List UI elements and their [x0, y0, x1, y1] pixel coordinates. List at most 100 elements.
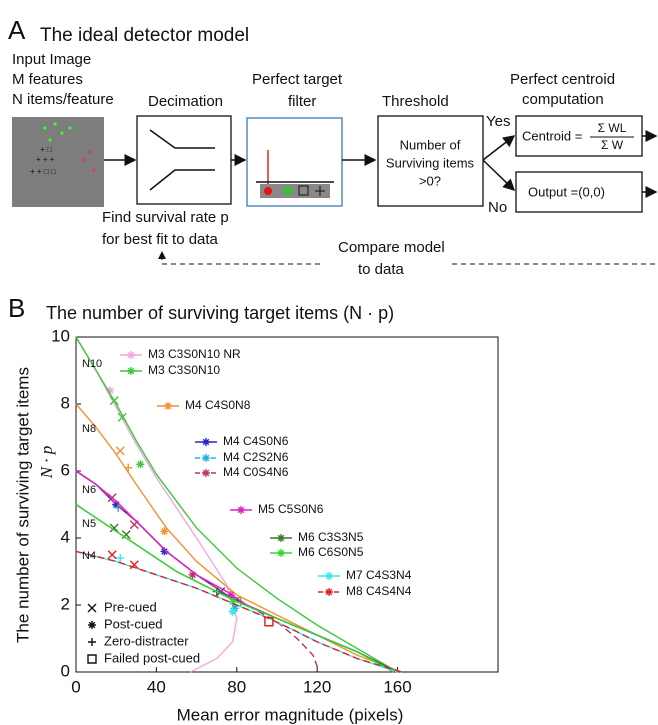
panel-title: The ideal detector model [40, 25, 249, 46]
marker [109, 396, 119, 406]
x-tick-label: 120 [303, 677, 331, 696]
note-text: for best fit to data [102, 231, 219, 248]
legend-marker [202, 469, 210, 477]
symbol-legend-label: Failed post-cued [104, 650, 200, 665]
box-text: Centroid = [522, 128, 582, 143]
series-line [75, 336, 398, 673]
legend-marker [325, 572, 333, 580]
filter-box [246, 117, 343, 207]
marker [124, 463, 133, 472]
symbol-legend-label: Post-cued [104, 616, 163, 631]
symbol-legend-marker [87, 603, 97, 613]
marker [226, 590, 235, 599]
chart-title: The number of surviving target items (N … [46, 303, 394, 323]
box-text: Σ W [601, 138, 624, 152]
annotation: N6 [82, 484, 96, 496]
input-text: N items/feature [12, 91, 114, 108]
marker [160, 547, 169, 556]
step-label: filter [288, 93, 316, 110]
legend-marker [202, 438, 210, 446]
input-image: + + + + + □ □ + □ [12, 117, 104, 207]
marker [188, 570, 197, 579]
marker [117, 412, 127, 422]
step-label: computation [522, 91, 604, 108]
marker [160, 527, 169, 536]
input-text: M features [12, 71, 83, 88]
x-axis-label: Mean error magnitude (pixels) [177, 705, 404, 724]
decimation-box [136, 115, 232, 205]
output-box [515, 171, 643, 213]
y-tick-label: 10 [51, 326, 70, 345]
marker [264, 617, 274, 627]
marker [129, 560, 139, 570]
legend-marker [164, 402, 172, 410]
legend-marker [202, 454, 210, 462]
centroid-box [515, 115, 643, 157]
marker [116, 554, 125, 563]
symbol-legend-marker [88, 638, 96, 646]
legend-label: M3 C3S0N10 NR [148, 347, 241, 361]
y-tick-label: 4 [61, 527, 70, 546]
series-line [75, 403, 402, 673]
legend-label: M7 C4S3N4 [346, 568, 412, 582]
marker [107, 550, 117, 560]
branch-label: Yes [486, 113, 510, 130]
marker [228, 597, 237, 606]
marker [109, 523, 119, 533]
y-tick-label: 6 [61, 460, 70, 479]
panel-letter: A [8, 15, 26, 45]
annotation: N10 [82, 358, 102, 370]
legend-label: M6 C3S3N5 [298, 530, 364, 544]
y-axis-label: The number of surviving target items [13, 367, 32, 643]
marker [136, 460, 145, 469]
input-text: Input Image [12, 51, 91, 68]
y-tick-label: 8 [61, 393, 70, 412]
legend-marker [325, 588, 333, 596]
legend-label: M4 C4S0N6 [223, 434, 289, 448]
box-text: Output =(0,0) [528, 184, 605, 199]
x-tick-label: 80 [227, 677, 246, 696]
legend-label: M4 C0S4N6 [223, 465, 289, 479]
svg-text:+ + +: + + + [36, 155, 55, 164]
note-text: Find survival rate p [102, 209, 229, 226]
box-text: Σ WL [598, 121, 627, 135]
svg-text:+ + □ □: + + □ □ [30, 167, 56, 176]
legend-marker [277, 549, 285, 557]
annotation: N5 [82, 518, 96, 530]
series-line [75, 336, 238, 673]
y-tick-label: 0 [61, 661, 70, 680]
marker [121, 530, 131, 540]
series-line [75, 503, 394, 673]
step-label: Perfect target [252, 71, 343, 88]
x-tick-label: 0 [71, 677, 80, 696]
legend-marker [127, 367, 135, 375]
plot: 0 40 80 120 160 0 2 4 6 8 10 M3 C3S0N10 NR M3 C3S0N1… [51, 326, 499, 696]
legend-label: M6 C6S0N5 [298, 545, 364, 559]
step-label: Threshold [382, 93, 449, 110]
annotation: N8 [82, 423, 96, 435]
step-label: Decimation [148, 93, 223, 110]
symbol-legend-label: Zero-distracter [104, 633, 189, 648]
marker [228, 607, 237, 616]
legend-marker [127, 351, 135, 359]
branch-label: No [488, 199, 507, 216]
y-tick-label: 2 [61, 594, 70, 613]
symbol-legend-marker [88, 621, 96, 629]
series-line [75, 550, 402, 673]
legend-label: M5 C5S0N6 [258, 502, 324, 516]
legend-marker [237, 506, 245, 514]
marker [115, 446, 125, 456]
arrow [482, 159, 516, 192]
annotation: N4 [82, 550, 96, 562]
legend-label: M3 C3S0N10 [148, 363, 220, 377]
box-text: Surviving items [386, 155, 475, 170]
box-text: Number of [400, 137, 461, 152]
legend-label: M4 C4S0N8 [185, 398, 251, 412]
svg-text:+ □: + □ [40, 145, 52, 154]
x-tick-label: 40 [147, 677, 166, 696]
note-text: to data [358, 261, 405, 278]
marker [112, 500, 121, 509]
dashed-arrow [158, 251, 320, 265]
symbol-legend-marker [87, 654, 97, 664]
